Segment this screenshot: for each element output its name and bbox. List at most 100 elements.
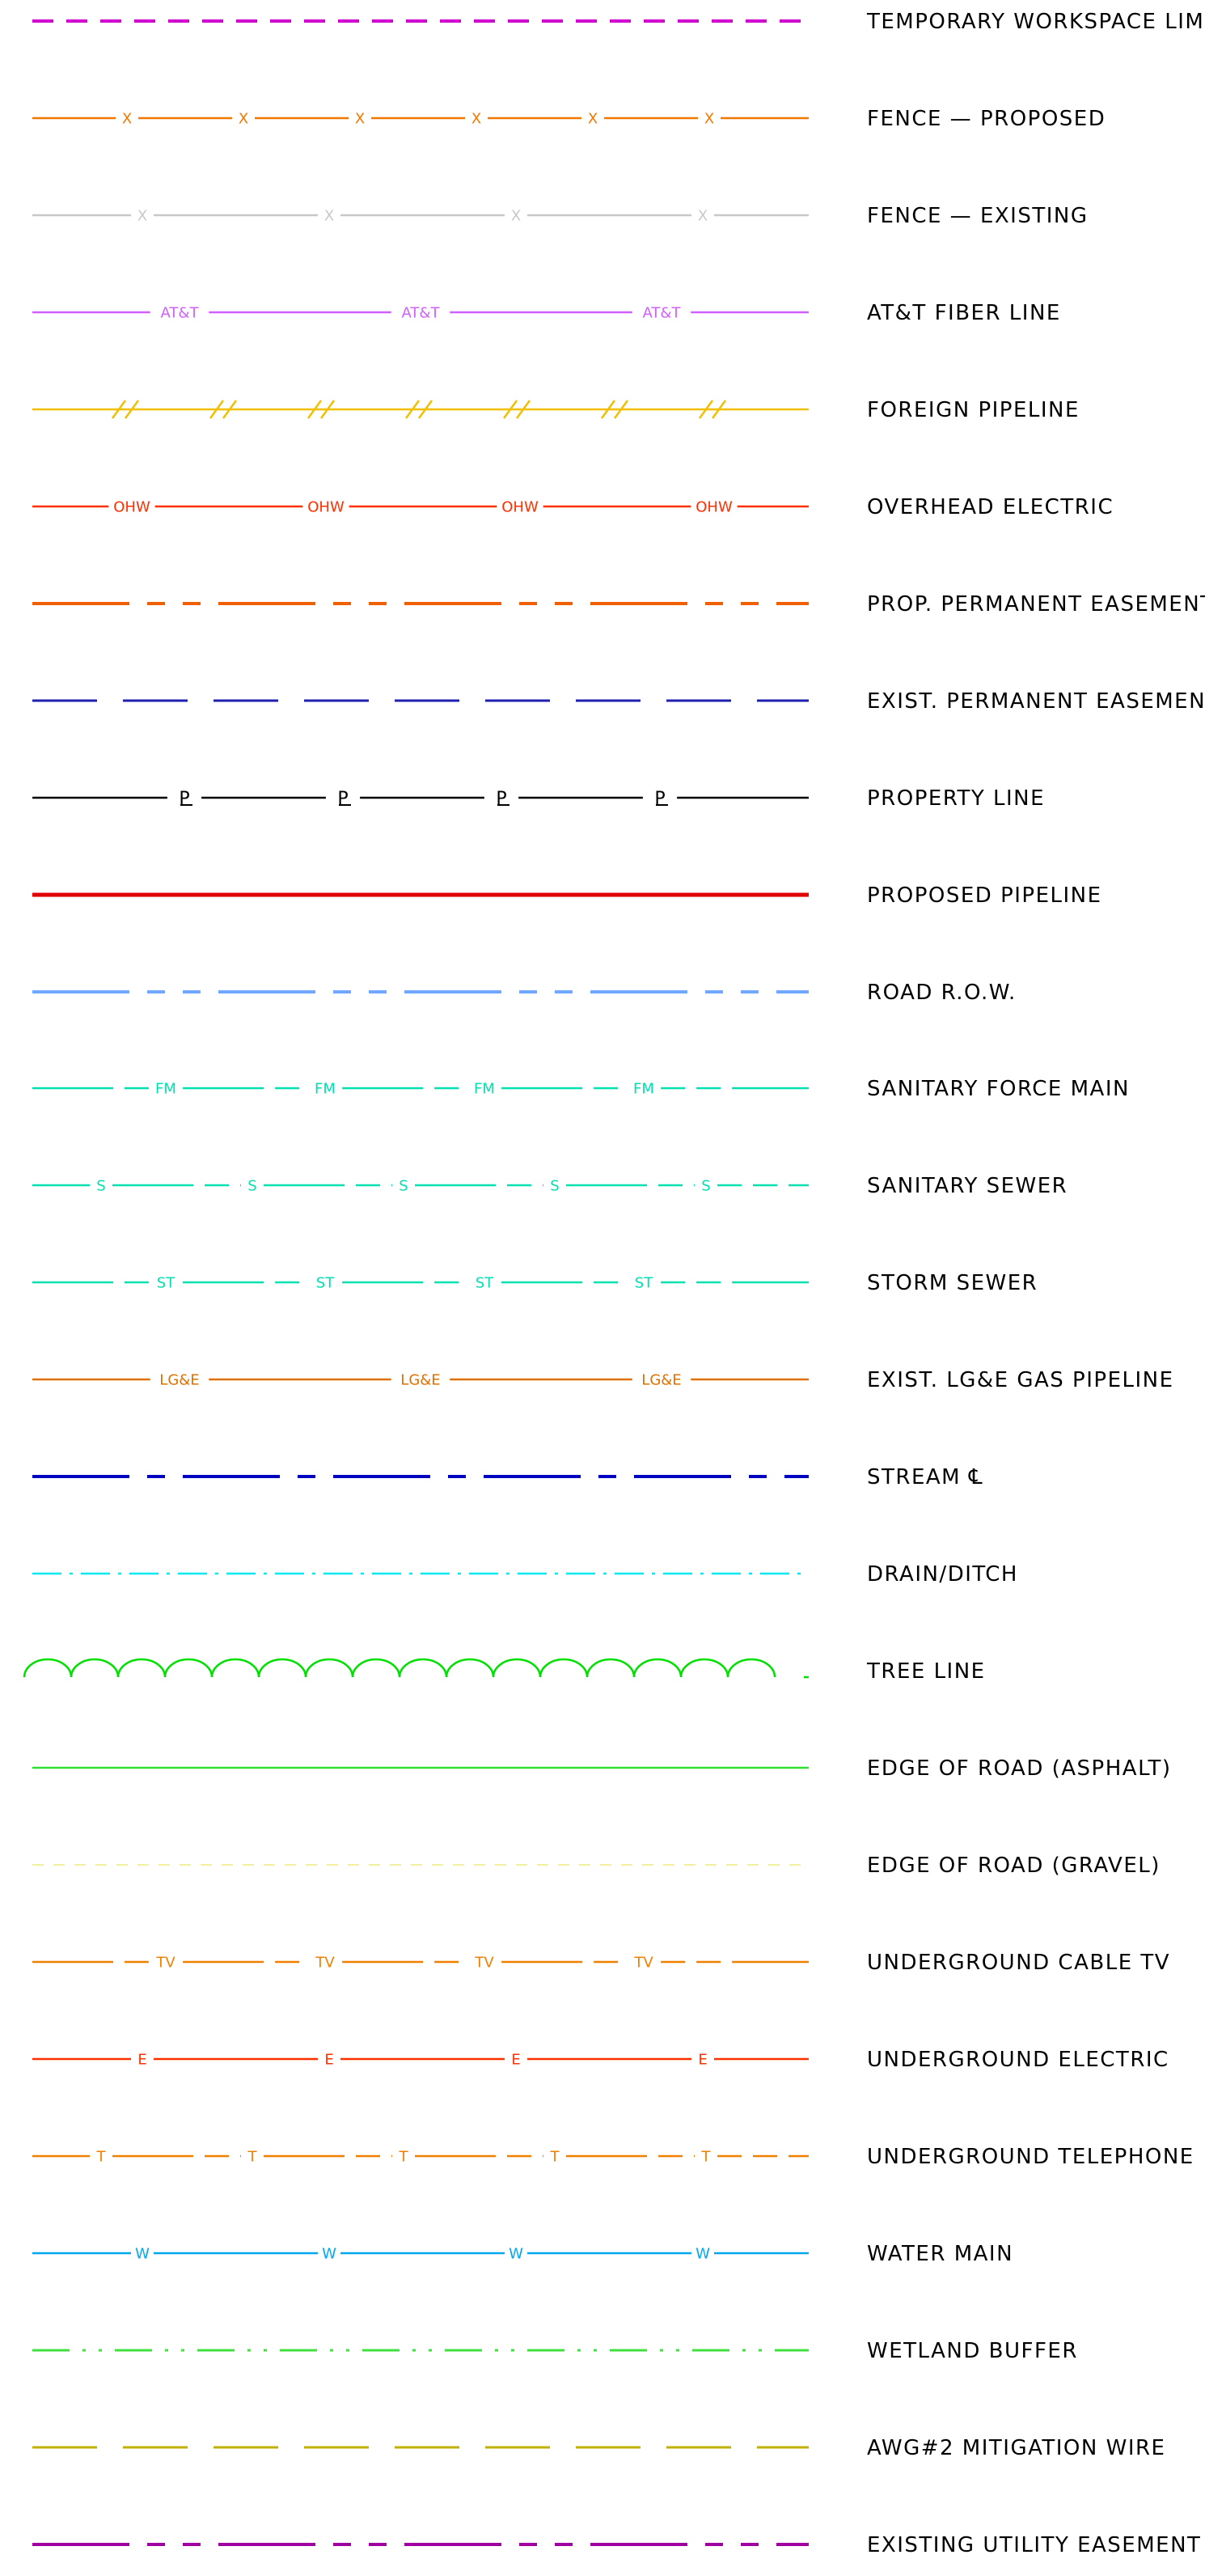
legend-row: EXIST. PERMANENT EASEMENT — [32, 689, 1205, 714]
line-marker-text: OHW — [696, 498, 733, 515]
legend-label: WATER MAIN — [867, 2242, 1013, 2266]
legend-label: FENCE — EXISTING — [867, 204, 1089, 228]
line-marker-text: ST — [157, 1274, 175, 1291]
legend-label: STORM SEWER — [867, 1271, 1038, 1295]
legend-row: LG&E LG&E LG&E EXIST. LG&E GAS PIPELINE — [32, 1368, 1174, 1392]
legend-label: TREE LINE — [866, 1659, 986, 1684]
legend-row: EXISTING UTILITY EASEMENT — [32, 2533, 1200, 2557]
line-marker-text: X — [137, 207, 147, 224]
legend-row: AWG#2 MITIGATION WIRE — [32, 2436, 1165, 2460]
line-marker-text: S — [399, 1177, 408, 1194]
legend-row: PROPOSED PIPELINE — [32, 883, 1102, 908]
line-marker-text: X — [239, 110, 248, 127]
legend-row: OHW OHW OHW OHW OVERHEAD ELECTRIC — [32, 495, 1114, 519]
legend-label: AT&T FIBER LINE — [867, 301, 1061, 325]
legend-row: PROP. PERMANENT EASEMENT — [32, 592, 1205, 616]
line-marker-text: AT&T — [643, 304, 682, 321]
legend-row: TREE LINE — [23, 1658, 986, 1684]
line-marker-text: W — [322, 2245, 336, 2262]
line-marker-text: ST — [316, 1274, 335, 1291]
line-marker-text: X — [324, 207, 334, 224]
legend-label: EXIST. LG&E GAS PIPELINE — [867, 1368, 1174, 1392]
line-marker-text: TV — [474, 1954, 494, 1971]
line-sample: AT&T AT&T AT&T — [32, 304, 809, 321]
legend-row: P P P P PROPERTY LINE — [32, 786, 1045, 811]
line-sample — [23, 1658, 809, 1679]
line-marker-text: OHW — [307, 498, 345, 515]
legend-label: PROPOSED PIPELINE — [867, 883, 1102, 908]
line-sample: ST ST ST ST — [32, 1274, 809, 1291]
line-marker-text: E — [137, 2051, 146, 2068]
line-marker-text: LG&E — [641, 1371, 681, 1388]
line-marker-text: T — [247, 2148, 258, 2165]
line-marker-text: W — [135, 2245, 150, 2262]
legend-row: ST ST ST ST STORM SEWER — [32, 1271, 1038, 1295]
legend-label: SANITARY SEWER — [867, 1174, 1068, 1198]
line-marker-text: P — [654, 789, 665, 809]
legend-label: SANITARY FORCE MAIN — [867, 1077, 1130, 1101]
line-marker-text: P — [337, 789, 348, 809]
line-marker-text: AT&T — [402, 304, 441, 321]
legend-label: ROAD R.O.W. — [867, 981, 1017, 1005]
legend-label: UNDERGROUND ELECTRIC — [867, 2048, 1169, 2072]
line-marker-text: LG&E — [400, 1371, 440, 1388]
line-marker-text: ST — [635, 1274, 653, 1291]
line-marker-text: S — [247, 1177, 256, 1194]
line-marker-text: E — [511, 2051, 520, 2068]
line-marker-text: W — [696, 2245, 710, 2262]
legend-label: OVERHEAD ELECTRIC — [867, 495, 1114, 519]
line-marker-text: X — [511, 207, 521, 224]
legend-label: EDGE OF ROAD (GRAVEL) — [867, 1854, 1161, 1878]
line-marker-text: P — [179, 789, 189, 809]
legend-row: AT&T AT&T AT&T AT&T FIBER LINE — [32, 301, 1061, 325]
line-marker-text: P — [496, 789, 506, 809]
line-marker-text: OHW — [113, 498, 150, 515]
line-marker-text: T — [96, 2148, 107, 2165]
legend-label: FENCE — PROPOSED — [867, 107, 1106, 131]
line-marker-text: S — [550, 1177, 559, 1194]
line-marker-text: T — [701, 2148, 712, 2165]
legend-row: X X X X FENCE — EXISTING — [32, 204, 1089, 228]
legend-row: TEMPORARY WORKSPACE LIMIT — [32, 10, 1205, 34]
line-marker-text: S — [701, 1177, 710, 1194]
legend-label: PROPERTY LINE — [867, 786, 1045, 811]
line-marker-text: TV — [633, 1954, 653, 1971]
legend-row: X X X X X X FENCE — PROPOSED — [32, 107, 1106, 131]
line-sample: TV TV TV TV — [32, 1954, 809, 1971]
legend-row: EDGE OF ROAD (ASPHALT) — [32, 1756, 1170, 1781]
line-marker-text: T — [550, 2148, 560, 2165]
line-marker-text: FM — [474, 1080, 495, 1097]
legend-row: FOREIGN PIPELINE — [32, 398, 1080, 422]
line-marker-text: E — [324, 2051, 333, 2068]
line-marker-text: FM — [315, 1080, 336, 1097]
line-marker-text: LG&E — [159, 1371, 199, 1388]
legend-row: FM FM FM FM SANITARY FORCE MAIN — [32, 1077, 1130, 1101]
line-marker-text: OHW — [501, 498, 539, 515]
legend-label: TEMPORARY WORKSPACE LIMIT — [866, 10, 1205, 34]
legend-label: STREAM ℄ — [867, 1465, 983, 1489]
line-marker-text: FM — [633, 1080, 654, 1097]
line-marker-text: T — [399, 2148, 409, 2165]
line-marker-text: X — [698, 207, 708, 224]
legend-label: EXIST. PERMANENT EASEMENT — [867, 689, 1205, 714]
legend-label: FOREIGN PIPELINE — [867, 398, 1080, 422]
legend-row: W W W W WATER MAIN — [32, 2242, 1013, 2266]
line-marker-text: X — [122, 110, 132, 127]
line-sample: OHW OHW OHW OHW — [32, 498, 809, 515]
line-marker-text: E — [698, 2051, 707, 2068]
line-marker-text: W — [509, 2245, 523, 2262]
legend-row: TV TV TV TV UNDERGROUND CABLE TV — [32, 1951, 1169, 1975]
line-sample: FM FM FM FM — [32, 1080, 809, 1097]
line-marker-text: S — [96, 1177, 105, 1194]
line-marker-text: TV — [155, 1954, 175, 1971]
legend-row: STREAM ℄ — [32, 1465, 983, 1489]
line-marker-text: X — [471, 110, 481, 127]
line-marker-text: FM — [155, 1080, 176, 1097]
line-marker-text: X — [588, 110, 598, 127]
legend-row: ROAD R.O.W. — [32, 981, 1017, 1005]
line-marker-text: AT&T — [161, 304, 200, 321]
